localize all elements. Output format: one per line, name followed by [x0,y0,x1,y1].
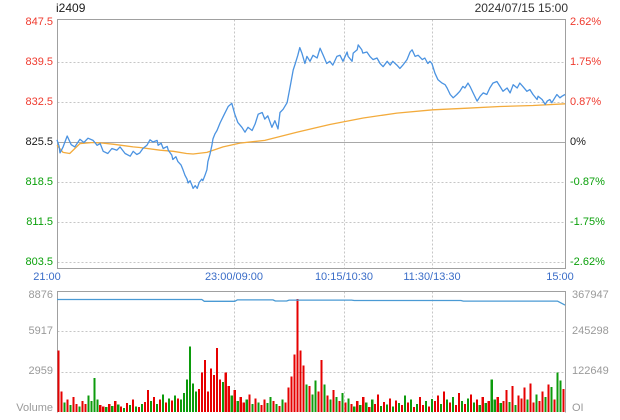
percent-axis-tick: 1.75% [570,56,602,68]
price-axis-tick: 847.5 [25,16,53,28]
time-axis-tick: 15:00 [546,271,574,283]
price-axis-tick: 803.5 [25,256,53,268]
time-axis-tick: 10:15/10:30 [314,271,374,283]
percent-axis-tick: 0% [570,136,586,148]
volume-bars [57,298,565,412]
average-price-line [56,103,566,155]
price-axis-tick: 832.5 [25,96,53,108]
volume-axis-tick: 2959 [28,365,53,377]
time-axis-tick: 23:00/09:00 [204,271,264,283]
oi-axis-tick: 122649 [572,365,609,377]
percent-axis-tick: 0.87% [570,96,602,108]
time-axis-tick: 11:30/13:30 [403,271,461,283]
price-axis-tick: 818.5 [25,176,53,188]
percent-axis-tick: -0.87% [570,176,605,188]
volume-axis-tick: 8876 [28,289,53,301]
price-line [56,44,566,190]
percent-axis-tick: -2.62% [570,256,605,268]
open-interest-line [57,298,566,306]
instrument-title: i2409 [56,1,86,15]
volume-axis-tick: 5917 [28,325,53,337]
price-axis-tick: 825.5 [25,136,53,148]
oi-axis-tick: 367947 [572,289,609,301]
percent-axis-tick: -1.75% [570,216,605,228]
percent-axis-tick: 2.62% [570,16,602,28]
time-axis-tick: 21:00 [33,271,61,283]
price-axis-tick: 811.5 [26,216,53,228]
volume-axis-title: Volume [16,402,53,414]
quote-datetime: 2024/07/15 15:00 [474,1,568,15]
grid-lines [57,19,566,413]
oi-axis-title: OI [572,402,584,414]
oi-axis-tick: 245298 [572,325,609,337]
price-axis-tick: 839.5 [25,56,53,68]
